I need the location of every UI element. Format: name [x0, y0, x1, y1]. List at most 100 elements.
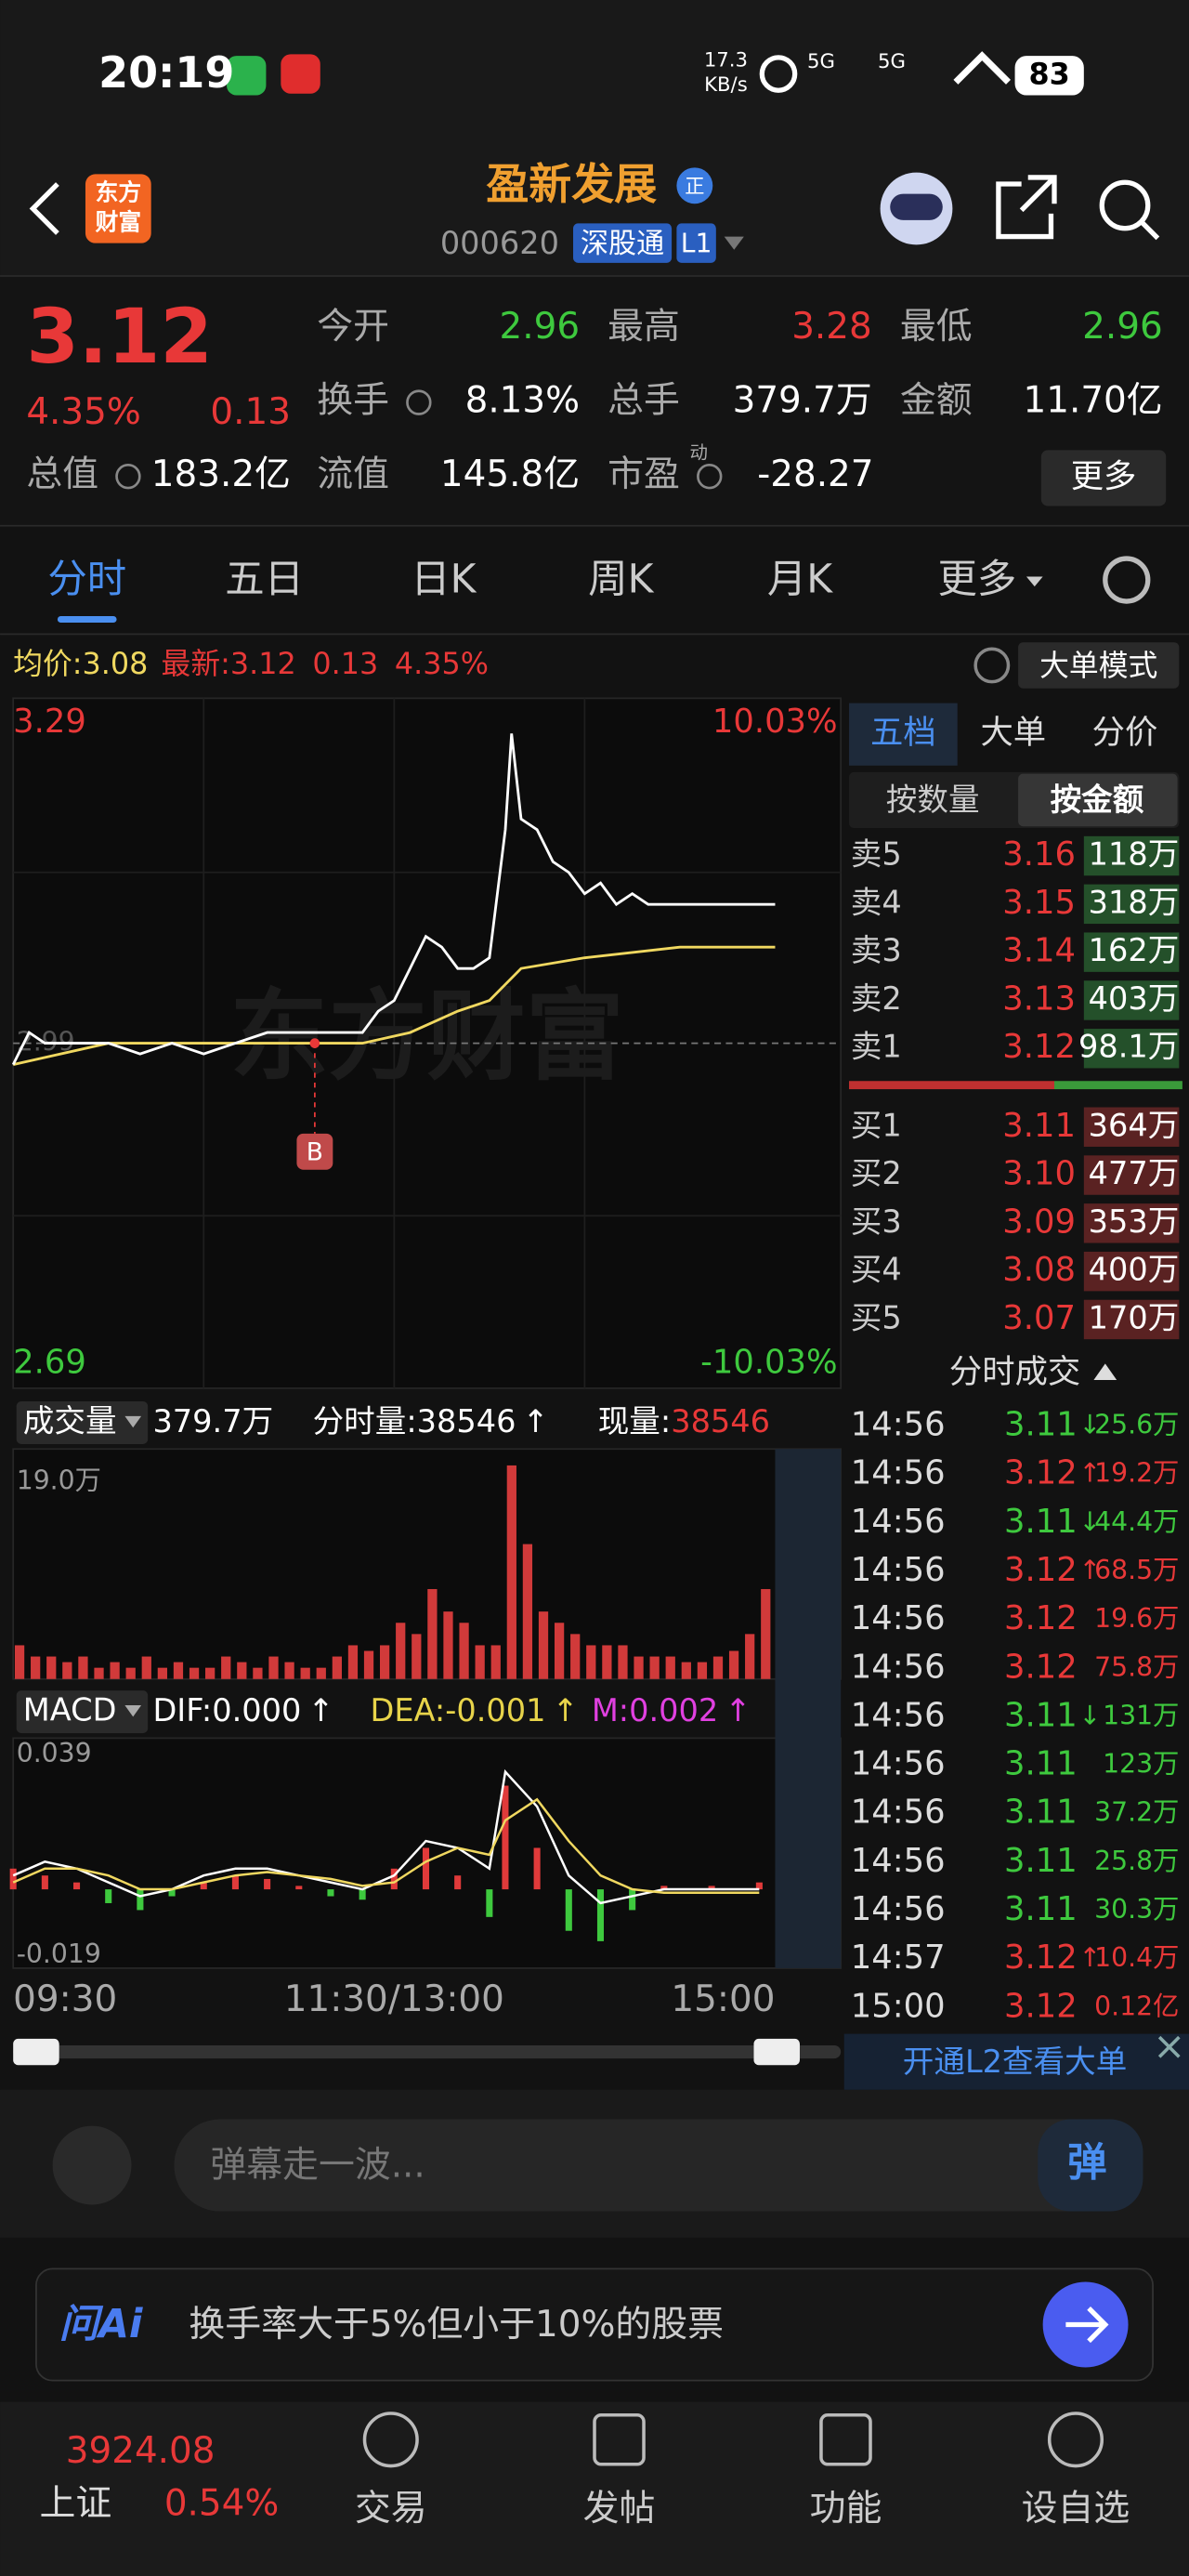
trade-price: 3.12	[1004, 1648, 1078, 1686]
trade-marker-box	[296, 1133, 333, 1170]
book-label: 卖2	[851, 980, 902, 1017]
dropdown-arrow[interactable]	[724, 236, 744, 250]
volume-bar	[205, 1667, 216, 1679]
danmaku-label[interactable]: 弹	[1067, 2141, 1106, 2187]
close-icon[interactable]	[1157, 2035, 1181, 2058]
battery-level: 83	[1029, 56, 1070, 91]
trend-arrow: ↑	[553, 1692, 579, 1728]
price-line	[11, 733, 776, 1066]
settings-button[interactable]	[1103, 556, 1151, 604]
search-button[interactable]	[1099, 179, 1151, 231]
danmaku-button[interactable]	[1038, 2119, 1143, 2212]
index-value: 3924.08	[66, 2430, 216, 2472]
book-divider	[1054, 1081, 1182, 1090]
avg-label: 均价:	[13, 646, 82, 681]
trade-volume: 131万	[1103, 1700, 1179, 1730]
volume-selector[interactable]	[16, 1400, 149, 1444]
nav-item[interactable]: 功能	[810, 2488, 882, 2530]
nav-item[interactable]: 设自选	[1022, 2488, 1130, 2530]
trend-arrow: ↑	[307, 1692, 333, 1728]
volume-bar	[506, 1465, 516, 1679]
book-tab[interactable]: 大单	[980, 714, 1046, 752]
trade-price: 3.12	[1004, 1599, 1078, 1637]
field-label: 换手	[317, 380, 389, 422]
volume-panel	[12, 1448, 843, 1680]
comment-input[interactable]	[174, 2119, 1143, 2212]
macd-bar	[454, 1875, 462, 1890]
ai-bar[interactable]	[35, 2267, 1154, 2382]
trade-volume: 123万	[1103, 1749, 1179, 1780]
trade-price: 3.11	[1004, 1890, 1078, 1928]
macd-selector[interactable]	[16, 1690, 149, 1734]
book-amount: 364万	[1089, 1107, 1180, 1143]
book-tab[interactable]: 五档	[870, 714, 936, 752]
more-button-label[interactable]: 更多	[1071, 457, 1137, 495]
dif-line	[12, 1768, 760, 1905]
tab[interactable]: 更多	[937, 557, 1016, 602]
trend-arrow: ↑	[523, 1402, 549, 1439]
watch-icon[interactable]	[1047, 2412, 1104, 2468]
l2-banner[interactable]: 开通L2查看大单	[903, 2044, 1128, 2080]
volume-bar	[94, 1667, 104, 1679]
macd-selector-label[interactable]: MACD	[23, 1692, 117, 1728]
scroll-handle[interactable]	[753, 2038, 800, 2066]
field-label: 最低	[900, 306, 973, 348]
mode-label[interactable]: 大单模式	[1039, 648, 1157, 683]
tab[interactable]: 日K	[411, 557, 477, 602]
search-handle	[1139, 219, 1160, 241]
nav-item[interactable]: 发帖	[583, 2488, 656, 2530]
trade-price: 3.11	[1004, 1794, 1078, 1832]
badge: 正	[685, 176, 704, 199]
volume-bar	[412, 1634, 422, 1679]
info-icon	[406, 389, 432, 415]
tab[interactable]: 五日	[225, 557, 304, 602]
back-button[interactable]	[29, 182, 59, 235]
book-price: 3.08	[1002, 1251, 1076, 1289]
scroll-handle[interactable]	[13, 2038, 59, 2066]
tab[interactable]: 周K	[588, 557, 654, 602]
tab[interactable]: 月K	[767, 557, 833, 602]
macd-bar	[660, 1886, 668, 1890]
book-price: 3.10	[1002, 1155, 1076, 1193]
book-tab[interactable]: 分价	[1092, 714, 1158, 752]
more-button[interactable]	[1040, 450, 1167, 506]
macd-bar	[137, 1889, 144, 1911]
ai-prompt[interactable]: 换手率大于5%但小于10%的股票	[189, 2304, 724, 2346]
assistant-face	[890, 193, 943, 220]
macd-bar	[200, 1882, 207, 1890]
field-label: 最高	[608, 306, 680, 348]
post-icon[interactable]	[593, 2412, 646, 2466]
volume-bar	[554, 1623, 565, 1679]
volume-bar	[649, 1656, 660, 1679]
book-mode[interactable]: 按金额	[1051, 782, 1144, 818]
amount-bg	[1083, 1029, 1180, 1069]
tab-underline	[57, 615, 117, 624]
volume-bar	[173, 1662, 184, 1679]
volume-bar	[268, 1656, 279, 1679]
share-button[interactable]	[996, 175, 1057, 240]
volume-bar	[618, 1645, 628, 1679]
wifi-icon	[953, 51, 1012, 85]
l2-banner-bg[interactable]	[843, 2033, 1189, 2090]
macd-bar	[41, 1875, 48, 1890]
trade-icon[interactable]	[362, 2412, 419, 2468]
dea-value: -0.001	[445, 1692, 545, 1728]
logo[interactable]	[85, 174, 151, 243]
volume-bar	[745, 1634, 755, 1679]
book-price: 3.13	[1002, 979, 1076, 1018]
comment-icon[interactable]	[52, 2125, 132, 2205]
comment-placeholder[interactable]: 弹幕走一波...	[210, 2144, 425, 2186]
volume-selector-label[interactable]: 成交量	[23, 1402, 117, 1439]
help-icon[interactable]	[973, 647, 1011, 684]
nav-item[interactable]: 交易	[355, 2488, 427, 2530]
book-mode[interactable]: 按数量	[886, 782, 980, 818]
func-icon[interactable]	[819, 2412, 872, 2466]
trade-volume: 75.8万	[1094, 1651, 1179, 1682]
volume-bar	[62, 1662, 72, 1679]
tab[interactable]: 分时	[47, 557, 126, 602]
x-tick-label: 11:30/13:00	[284, 1978, 504, 2020]
mode-button[interactable]	[1018, 642, 1180, 689]
book-label: 卖5	[851, 836, 902, 873]
dif-value: 0.000	[212, 1692, 301, 1728]
